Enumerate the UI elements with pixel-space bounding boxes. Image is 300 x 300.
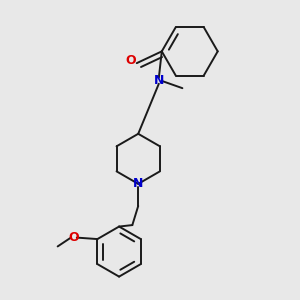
Text: O: O [68,231,79,244]
Text: N: N [133,177,143,190]
Text: N: N [154,74,164,87]
Text: O: O [125,54,136,67]
